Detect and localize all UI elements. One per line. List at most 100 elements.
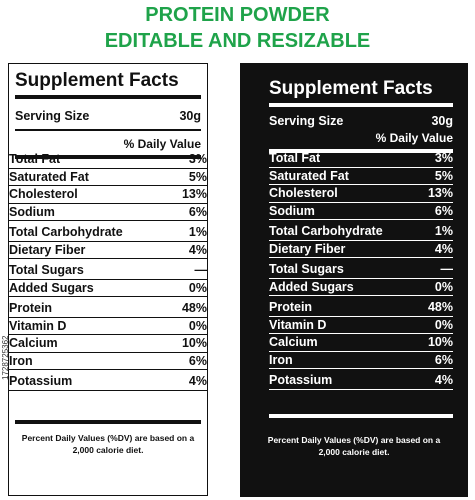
nutrient-value: 10% — [427, 335, 453, 350]
nutrient-value: 13% — [181, 187, 207, 202]
nutrient-name: Potassium — [9, 374, 73, 389]
nutrient-row: Protein 48% — [269, 299, 453, 317]
nutrient-value: 6% — [434, 352, 453, 367]
nutrient-list: Total Fat 3% Saturated Fat 5% Cholesterol 13%… — [269, 150, 453, 390]
nutrient-value: 6% — [188, 204, 207, 219]
nutrient-value: 13% — [427, 186, 453, 201]
nutrient-name: Saturated Fat — [9, 169, 89, 184]
nutrient-value: 3% — [188, 152, 207, 167]
supplement-facts-label-dark: Supplement Facts Serving Size 30g % Dail… — [240, 63, 468, 497]
daily-value-header: % Daily Value — [123, 136, 201, 151]
footnote-line-2: 2,000 calorie diet. — [318, 447, 390, 457]
nutrient-value: 5% — [188, 169, 207, 184]
divider-thick — [269, 414, 453, 418]
divider-thick — [15, 95, 201, 99]
nutrient-row: Total Carbohydrate 1% — [9, 224, 207, 242]
nutrient-value: 4% — [434, 241, 453, 256]
nutrient-name: Iron — [9, 353, 33, 368]
nutrient-name: Protein — [9, 301, 53, 316]
footnote-line-1: Percent Daily Values (%DV) are based on … — [267, 435, 441, 445]
nutrient-name: Cholesterol — [9, 187, 78, 202]
nutrient-name: Sodium — [9, 204, 55, 219]
nutrient-row: Cholesterol 13% — [269, 185, 453, 203]
nutrient-row: Cholesterol 13% — [9, 186, 207, 204]
nutrient-value: 0% — [434, 279, 453, 294]
nutrient-name: Added Sugars — [269, 279, 354, 294]
divider-thick — [15, 154, 201, 159]
nutrient-value: 5% — [434, 168, 453, 183]
nutrient-row: Potassium 4% — [9, 373, 207, 391]
nutrient-row: Calcium 10% — [269, 334, 453, 352]
nutrient-name: Vitamin D — [269, 317, 327, 332]
nutrient-name: Dietary Fiber — [9, 242, 86, 257]
nutrient-row: Iron 6% — [269, 352, 453, 369]
nutrient-value: 0% — [188, 280, 207, 295]
nutrient-row: Calcium 10% — [9, 335, 207, 353]
nutrient-value: 10% — [181, 336, 207, 351]
nutrient-row: Saturated Fat 5% — [9, 169, 207, 186]
nutrient-name: Protein — [269, 300, 313, 315]
nutrient-name: Vitamin D — [9, 318, 67, 333]
footnote: Percent Daily Values (%DV) are based on … — [241, 434, 467, 458]
nutrient-value: 6% — [188, 353, 207, 368]
nutrient-value: 3% — [434, 151, 453, 166]
nutrient-value: — — [194, 263, 208, 278]
serving-size-row: Serving Size 30g — [15, 109, 201, 123]
nutrient-name: Cholesterol — [269, 186, 338, 201]
nutrient-name: Sodium — [269, 203, 315, 218]
nutrient-name: Potassium — [269, 373, 333, 388]
nutrient-row: Saturated Fat 5% — [269, 168, 453, 185]
nutrient-row: Added Sugars 0% — [269, 279, 453, 296]
nutrient-value: 0% — [434, 317, 453, 332]
serving-size-row: Serving Size 30g — [269, 114, 453, 128]
nutrient-row: Dietary Fiber 4% — [269, 241, 453, 258]
label-title: Supplement Facts — [269, 78, 433, 99]
nutrient-row: Vitamin D 0% — [269, 317, 453, 334]
divider-thick — [269, 149, 453, 153]
header-line-1: PROTEIN POWDER — [145, 4, 330, 26]
nutrient-value: 1% — [188, 225, 207, 240]
nutrient-row: Vitamin D 0% — [9, 318, 207, 335]
nutrient-list: Total Fat 3% Saturated Fat 5% Cholesterol 13%… — [9, 151, 207, 391]
nutrient-row: Sodium 6% — [9, 204, 207, 221]
divider-thick — [15, 420, 201, 424]
nutrient-value: 4% — [188, 374, 207, 389]
nutrient-name: Iron — [269, 352, 293, 367]
nutrient-row: Total Fat 3% — [269, 150, 453, 168]
nutrient-value: 0% — [188, 318, 207, 333]
footnote-line-2: 2,000 calorie diet. — [72, 445, 144, 455]
serving-size-label: Serving Size — [15, 109, 90, 123]
nutrient-value: 48% — [427, 300, 453, 315]
nutrient-row: Added Sugars 0% — [9, 280, 207, 297]
nutrient-value: — — [440, 262, 454, 277]
label-title: Supplement Facts — [15, 70, 179, 91]
nutrient-name: Dietary Fiber — [269, 241, 346, 256]
divider-thick — [269, 103, 453, 107]
footnote-line-1: Percent Daily Values (%DV) are based on … — [21, 433, 195, 443]
serving-size-label: Serving Size — [269, 114, 344, 128]
nutrient-value: 1% — [434, 224, 453, 239]
nutrient-name: Total Fat — [9, 152, 61, 167]
daily-value-header: % Daily Value — [375, 131, 453, 145]
nutrient-row: Total Fat 3% — [9, 151, 207, 169]
nutrient-row: Potassium 4% — [269, 372, 453, 390]
serving-size-value: 30g — [179, 109, 201, 123]
footnote: Percent Daily Values (%DV) are based on … — [9, 432, 207, 456]
nutrient-row: Total Carbohydrate 1% — [269, 223, 453, 241]
nutrient-row: Total Sugars — — [9, 262, 207, 280]
nutrient-name: Added Sugars — [9, 280, 94, 295]
stock-id-watermark: 1728725362 — [1, 335, 10, 381]
divider — [15, 129, 201, 131]
nutrient-value: 6% — [434, 203, 453, 218]
nutrient-row: Total Sugars — — [269, 261, 453, 279]
serving-size-value: 30g — [431, 114, 453, 128]
nutrient-name: Total Sugars — [269, 262, 344, 277]
nutrient-name: Total Carbohydrate — [9, 225, 123, 240]
nutrient-value: 4% — [188, 242, 207, 257]
nutrient-row: Protein 48% — [9, 300, 207, 318]
nutrient-row: Sodium 6% — [269, 203, 453, 220]
nutrient-name: Calcium — [9, 336, 58, 351]
nutrient-row: Dietary Fiber 4% — [9, 242, 207, 259]
nutrient-row: Iron 6% — [9, 353, 207, 370]
nutrient-name: Calcium — [269, 335, 318, 350]
